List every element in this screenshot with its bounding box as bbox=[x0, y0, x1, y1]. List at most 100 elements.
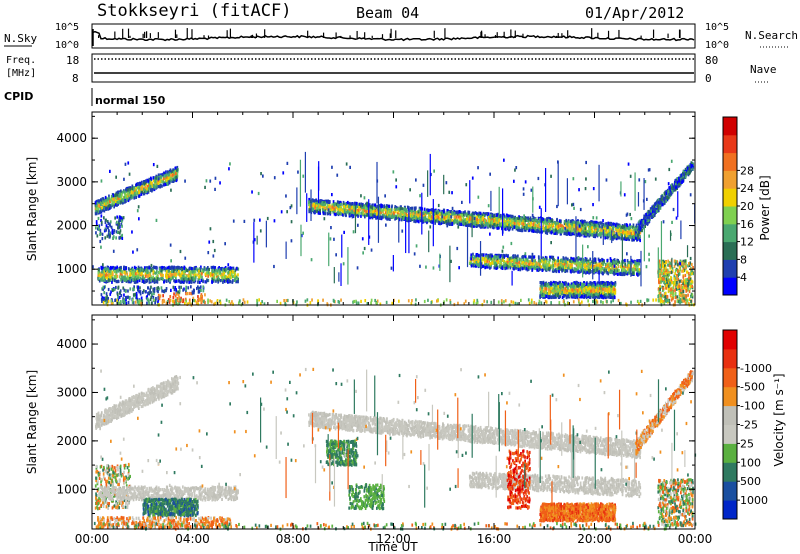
power-cell bbox=[460, 211, 462, 215]
power-cell bbox=[630, 235, 633, 239]
power-cell bbox=[108, 194, 110, 198]
power-cell bbox=[443, 220, 446, 224]
power-cell bbox=[482, 216, 484, 220]
power-cell bbox=[152, 289, 155, 293]
power-cell bbox=[100, 278, 103, 282]
power-cell bbox=[115, 274, 118, 278]
power-cell bbox=[120, 265, 122, 270]
power-cell bbox=[227, 270, 230, 274]
power-cell bbox=[312, 208, 314, 212]
power-cell bbox=[165, 273, 167, 277]
power-cell bbox=[138, 278, 141, 283]
power-cell bbox=[554, 231, 556, 235]
power-cell bbox=[109, 275, 112, 279]
power-cell bbox=[431, 215, 433, 219]
power-cell bbox=[231, 273, 233, 277]
power-cell bbox=[176, 299, 179, 303]
power-cell bbox=[489, 219, 492, 223]
power-cell bbox=[143, 182, 145, 186]
power-cell bbox=[175, 273, 177, 277]
power-cell bbox=[175, 266, 178, 270]
power-cell bbox=[553, 229, 556, 233]
power-cell bbox=[165, 289, 167, 293]
power-cell bbox=[478, 215, 481, 219]
power-cell bbox=[174, 286, 177, 290]
power-cell bbox=[156, 274, 159, 278]
power-cell bbox=[481, 221, 484, 225]
power-cell bbox=[185, 291, 188, 296]
power-cell bbox=[120, 200, 122, 204]
power-cell bbox=[470, 219, 472, 223]
power-cell bbox=[580, 233, 583, 237]
power-cell bbox=[103, 291, 106, 295]
power-cell bbox=[115, 191, 118, 195]
power-cell bbox=[133, 270, 135, 274]
power-cell bbox=[140, 192, 143, 196]
power-cell bbox=[531, 226, 534, 230]
power-cell bbox=[623, 231, 625, 236]
power-cell bbox=[506, 214, 509, 218]
power-cell bbox=[146, 178, 149, 182]
search-tick-bottom: 10^0 bbox=[705, 40, 729, 51]
power-cell bbox=[113, 266, 116, 270]
power-cell bbox=[207, 274, 209, 278]
power-cell bbox=[169, 169, 172, 173]
power-cell bbox=[165, 178, 168, 182]
power-cell bbox=[105, 218, 107, 222]
power-cell bbox=[536, 229, 539, 233]
power-cell bbox=[103, 269, 105, 273]
power-cell bbox=[102, 285, 105, 289]
power-cell bbox=[235, 280, 237, 284]
power-cell bbox=[105, 272, 108, 276]
power-cell bbox=[170, 266, 172, 270]
power-cell bbox=[149, 178, 152, 182]
power-cell bbox=[633, 229, 636, 233]
power-cell bbox=[192, 276, 194, 280]
power-cell bbox=[160, 269, 163, 273]
power-cell bbox=[97, 225, 100, 229]
power-cell bbox=[162, 294, 164, 298]
cpid-label: CPID bbox=[4, 90, 33, 103]
power-cell bbox=[134, 292, 137, 297]
power-cell bbox=[152, 275, 154, 279]
power-cell bbox=[331, 205, 334, 209]
power-cell bbox=[182, 288, 184, 292]
power-cell bbox=[121, 224, 123, 228]
power-cell bbox=[605, 234, 607, 238]
freq-panel-frame bbox=[91, 53, 696, 83]
power-cell bbox=[131, 269, 133, 274]
power-cell bbox=[449, 222, 451, 226]
power-cell bbox=[193, 291, 195, 295]
power-cell bbox=[393, 215, 395, 219]
power-cell bbox=[309, 205, 311, 209]
power-cell bbox=[133, 285, 135, 289]
power-cell bbox=[111, 270, 114, 274]
power-cell bbox=[182, 274, 184, 278]
power-cell bbox=[612, 222, 615, 226]
power-cell bbox=[318, 204, 321, 208]
power-cell bbox=[556, 218, 558, 222]
power-cell bbox=[102, 197, 105, 201]
power-cell bbox=[157, 286, 160, 290]
power-cell bbox=[97, 227, 99, 231]
power-cell bbox=[161, 289, 163, 293]
power-cell bbox=[384, 208, 387, 212]
power-cell bbox=[113, 229, 116, 233]
power-cell bbox=[394, 210, 397, 214]
power-cell bbox=[599, 221, 602, 225]
power-cell bbox=[627, 237, 629, 241]
power-cell bbox=[569, 229, 571, 233]
power-cell bbox=[496, 222, 499, 226]
power-cell bbox=[141, 268, 144, 272]
power-cell bbox=[194, 274, 196, 278]
power-cell bbox=[140, 182, 143, 186]
power-cell bbox=[207, 266, 209, 270]
power-cell bbox=[122, 286, 125, 290]
power-cell bbox=[462, 223, 465, 227]
power-cell bbox=[621, 230, 624, 234]
power-cell bbox=[115, 285, 117, 290]
power-cell bbox=[515, 217, 518, 221]
power-cell bbox=[526, 226, 528, 230]
power-cell bbox=[414, 207, 417, 211]
power-cell bbox=[438, 209, 441, 213]
